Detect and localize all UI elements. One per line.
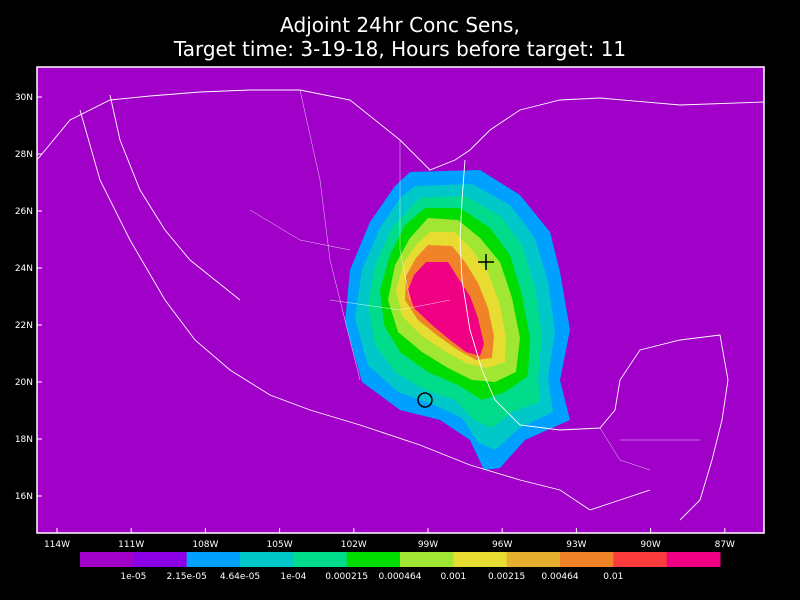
colorbar-label: 0.01 [603, 572, 623, 582]
colorbar-label: 1e-05 [120, 572, 146, 582]
lat-label: 30N [15, 93, 33, 103]
colorbar-label: 1e-04 [280, 572, 306, 582]
lon-label: 87W [715, 540, 735, 550]
state-border [249, 89, 700, 471]
lat-label: 28N [15, 150, 33, 160]
colorbar: 1e-05 2.15e-05 4.64e-05 1e-04 0.000215 0.0004… [80, 552, 721, 582]
lon-label: 105W [267, 540, 293, 550]
colorbar-swatch [186, 552, 241, 567]
colorbar-label: 0.000215 [325, 572, 368, 582]
lon-label: 90W [640, 540, 660, 550]
colorbar-swatch [80, 552, 134, 567]
colorbar-label: 0.000464 [379, 572, 422, 582]
coastline [459, 159, 729, 521]
map-frame [36, 66, 765, 534]
source-marker [417, 392, 433, 408]
colorbar-label: 0.00215 [488, 572, 525, 582]
title-line: Adjoint 24hr Conc Sens, [280, 13, 520, 37]
lat-label: 20N [15, 378, 33, 388]
coastline [79, 109, 651, 511]
colorbar-swatch [133, 552, 188, 567]
colorbar-swatch [613, 552, 668, 567]
colorbar-swatch [506, 552, 561, 567]
lat-label: 18N [15, 435, 33, 445]
lat-label: 26N [15, 207, 33, 217]
colorbar-swatch [400, 552, 454, 567]
coastline [36, 89, 765, 171]
colorbar-swatch [240, 552, 294, 567]
lon-label: 93W [566, 540, 586, 550]
lat-label: 16N [15, 492, 33, 502]
target-marker [478, 254, 494, 270]
lat-label: 22N [15, 321, 33, 331]
contour [408, 262, 484, 356]
colorbar-swatch [453, 552, 508, 567]
coastline [109, 94, 241, 301]
title-line: Target time: 3-19-18, Hours before targe… [173, 37, 626, 61]
colorbar-swatch [293, 552, 348, 567]
lon-label: 99W [418, 540, 438, 550]
axes: 30N 28N 26N 24N 22N 20N 18N 16N 114W 111W 108W 105W… [15, 93, 735, 550]
lon-label: 111W [118, 540, 144, 550]
lon-label: 108W [192, 540, 218, 550]
colorbar-label: 0.001 [440, 572, 466, 582]
lon-label: 114W [44, 540, 70, 550]
colorbar-swatch [666, 552, 721, 567]
colorbar-label: 2.15e-05 [167, 572, 207, 582]
map-area [36, 66, 765, 534]
lon-label: 102W [341, 540, 367, 550]
colorbar-swatch [560, 552, 614, 567]
colorbar-swatch [346, 552, 401, 567]
colorbar-label: 4.64e-05 [220, 572, 260, 582]
lon-label: 96W [492, 540, 512, 550]
colorbar-label: 0.00464 [541, 572, 578, 582]
lat-label: 24N [15, 264, 33, 274]
